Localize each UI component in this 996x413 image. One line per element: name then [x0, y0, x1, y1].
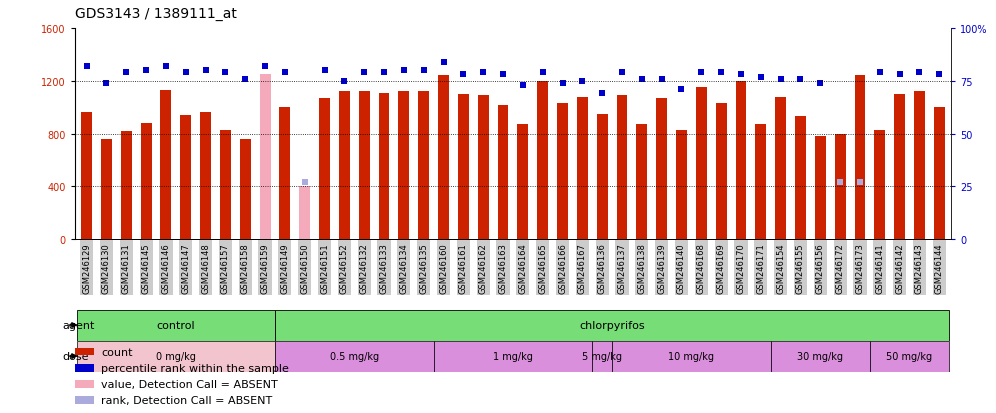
Bar [656, 99, 667, 240]
Text: 0.5 mg/kg: 0.5 mg/kg [330, 351, 378, 361]
Bar [77, 310, 275, 341]
Bar [894, 95, 905, 240]
Text: 10 mg/kg: 10 mg/kg [668, 351, 714, 361]
Bar [613, 341, 771, 372]
Text: 5 mg/kg: 5 mg/kg [583, 351, 622, 361]
Bar [517, 125, 528, 240]
Text: GDS3143 / 1389111_at: GDS3143 / 1389111_at [75, 7, 237, 21]
Bar [478, 96, 489, 240]
Text: 30 mg/kg: 30 mg/kg [798, 351, 844, 361]
Bar [771, 341, 870, 372]
Text: 50 mg/kg: 50 mg/kg [886, 351, 932, 361]
Bar [160, 91, 171, 240]
Bar [200, 113, 211, 240]
Bar [359, 92, 370, 240]
Bar [934, 108, 945, 240]
Bar [75, 380, 94, 388]
Bar [275, 341, 433, 372]
Bar [593, 341, 613, 372]
Bar [815, 137, 826, 240]
Text: rank, Detection Call = ABSENT: rank, Detection Call = ABSENT [101, 395, 272, 405]
Bar [180, 116, 191, 240]
Bar [433, 341, 593, 372]
Bar [716, 104, 727, 240]
Bar [914, 92, 925, 240]
Text: 1 mg/kg: 1 mg/kg [493, 351, 533, 361]
Bar [299, 187, 310, 240]
Bar [319, 99, 330, 240]
Bar [874, 130, 885, 240]
Text: percentile rank within the sample: percentile rank within the sample [101, 363, 289, 373]
Bar [755, 125, 766, 240]
Bar [75, 364, 94, 372]
Bar [398, 92, 409, 240]
Bar [636, 125, 647, 240]
Bar [438, 76, 449, 240]
Bar [498, 105, 509, 240]
Bar [458, 95, 469, 240]
Text: dose: dose [63, 351, 90, 361]
Bar [557, 104, 568, 240]
Text: count: count [101, 347, 132, 357]
Bar [75, 396, 94, 404]
Bar [260, 75, 271, 240]
Bar [855, 76, 866, 240]
Bar [275, 310, 949, 341]
Text: agent: agent [63, 320, 96, 330]
Bar [537, 82, 548, 240]
Bar [676, 130, 687, 240]
Bar [240, 140, 251, 240]
Bar [121, 132, 131, 240]
Bar [795, 117, 806, 240]
Bar [775, 97, 786, 240]
Bar [577, 97, 588, 240]
Bar [101, 140, 112, 240]
Bar [280, 108, 291, 240]
Bar [696, 88, 707, 240]
Text: control: control [156, 320, 195, 330]
Bar [597, 114, 608, 240]
Bar [835, 134, 846, 240]
Bar [140, 124, 151, 240]
Text: value, Detection Call = ABSENT: value, Detection Call = ABSENT [101, 379, 278, 389]
Bar [735, 82, 746, 240]
Bar [617, 96, 627, 240]
Bar [220, 130, 231, 240]
Bar [418, 92, 429, 240]
Text: 0 mg/kg: 0 mg/kg [156, 351, 196, 361]
Bar [75, 348, 94, 356]
Bar [81, 113, 92, 240]
Bar [339, 92, 350, 240]
Text: chlorpyrifos: chlorpyrifos [580, 320, 644, 330]
Bar [378, 93, 389, 240]
Bar [870, 341, 949, 372]
Bar [77, 341, 275, 372]
